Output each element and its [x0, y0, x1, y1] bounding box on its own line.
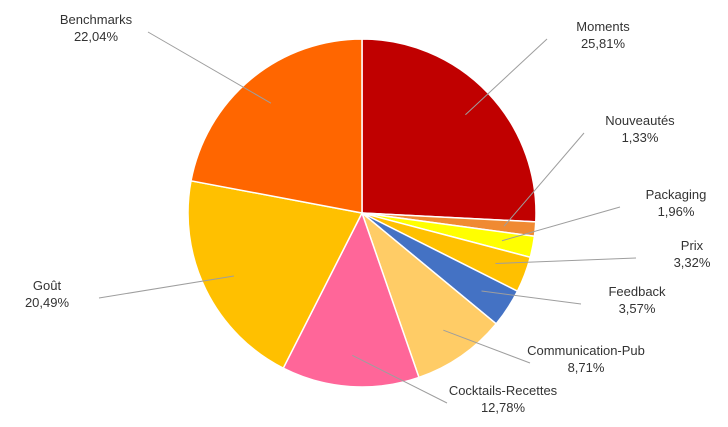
slice-labels: Moments 25,81% Nouveautés 1,33% Packaging 1,9… [25, 12, 711, 415]
slice-value-gout: 20,49% [25, 295, 70, 310]
slice-value-cocktails-recettes: 12,78% [481, 400, 526, 415]
slice-label-benchmarks: Benchmarks [60, 12, 133, 27]
leader-line-gout [98, 275, 235, 299]
slice-label-prix: Prix [681, 238, 704, 253]
leader-line-benchmarks [147, 31, 272, 104]
slice-value-prix: 3,32% [674, 255, 711, 270]
slice-label-packaging: Packaging [646, 187, 707, 202]
leader-line-feedback [481, 290, 582, 305]
pie-slice-moments [361, 38, 537, 223]
slice-label-cocktails-recettes: Cocktails-Recettes [449, 383, 558, 398]
slice-label-gout: Goût [33, 278, 62, 293]
leader-line-cocktails-recettes [352, 354, 448, 404]
pie-slices [187, 38, 537, 388]
slice-value-nouveautes: 1,33% [622, 130, 659, 145]
slice-label-communication-pub: Communication-Pub [527, 343, 645, 358]
pie-slice-cocktails-recettes [282, 211, 420, 388]
leader-line-communication-pub [443, 329, 531, 364]
leader-line-packaging [501, 206, 621, 242]
slice-label-moments: Moments [576, 19, 630, 34]
slice-label-feedback: Feedback [608, 284, 666, 299]
slice-value-benchmarks: 22,04% [74, 29, 119, 44]
pie-slice-communication-pub [360, 210, 498, 379]
slice-value-packaging: 1,96% [658, 204, 695, 219]
leader-lines [98, 31, 637, 404]
leader-line-nouveautes [503, 132, 585, 227]
pie-slice-gout [187, 179, 364, 370]
slice-value-communication-pub: 8,71% [568, 360, 605, 375]
leader-line-prix [495, 257, 637, 264]
leader-line-moments [465, 38, 548, 116]
pie-slice-benchmarks [190, 38, 363, 214]
slice-value-moments: 25,81% [581, 36, 626, 51]
slice-label-nouveautes: Nouveautés [605, 113, 675, 128]
slice-value-feedback: 3,57% [619, 301, 656, 316]
